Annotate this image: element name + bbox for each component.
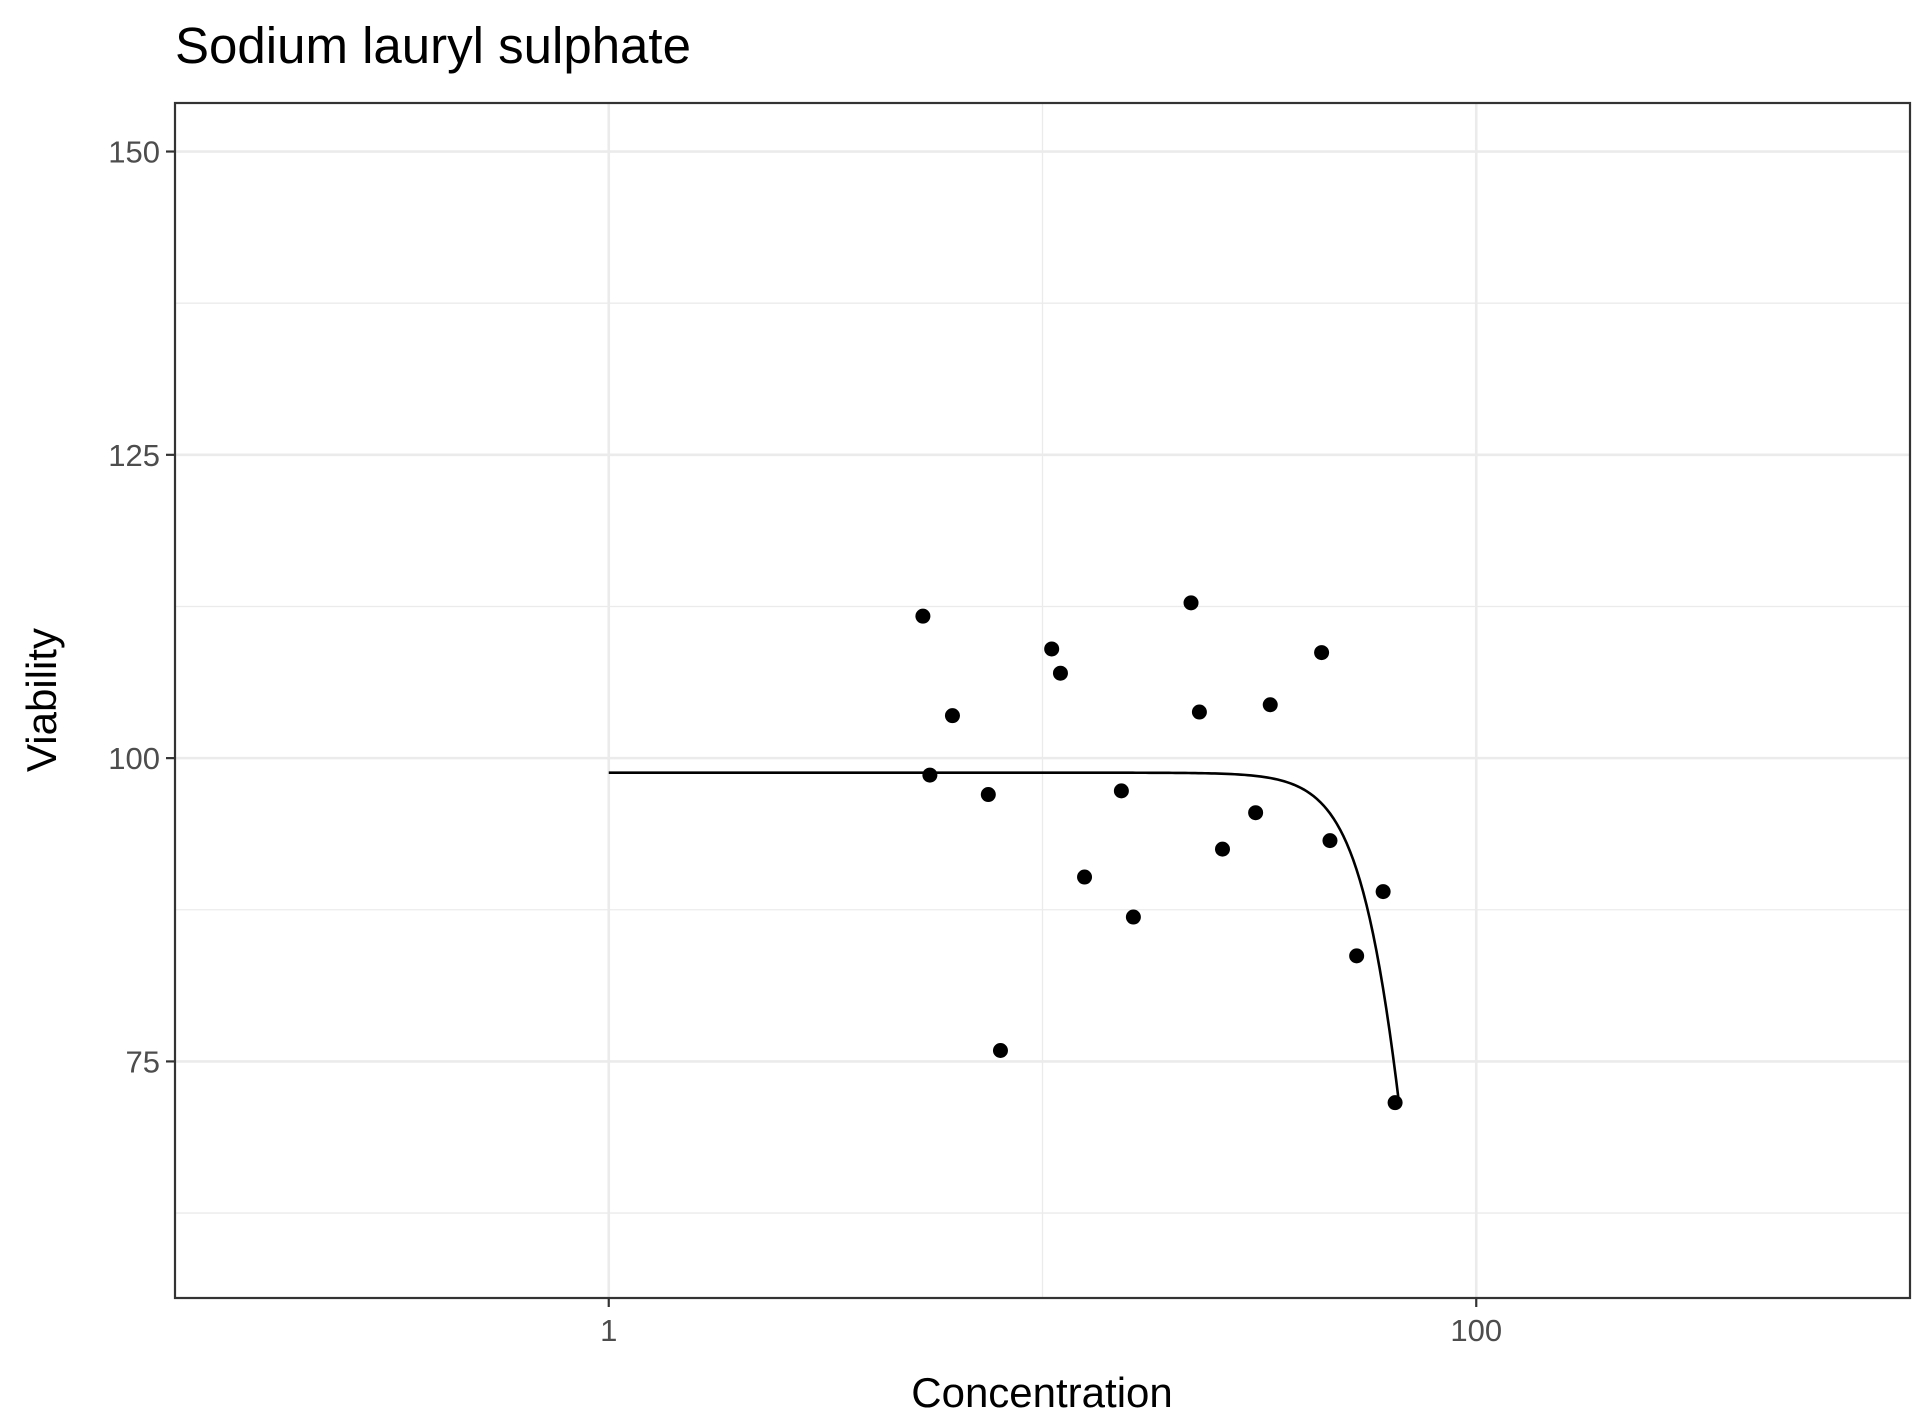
data-point bbox=[1125, 909, 1141, 925]
data-point bbox=[1183, 595, 1199, 611]
data-point bbox=[1322, 833, 1338, 849]
data-point bbox=[1214, 841, 1230, 857]
data-point bbox=[1387, 1095, 1403, 1111]
data-point bbox=[1314, 645, 1330, 661]
data-point bbox=[922, 767, 938, 783]
fitted-curve bbox=[608, 771, 1401, 1107]
data-point bbox=[944, 708, 960, 724]
data-point bbox=[915, 608, 931, 624]
x-tick-label: 100 bbox=[1450, 1313, 1502, 1348]
data-point bbox=[1262, 697, 1278, 713]
plot-panel-border bbox=[173, 101, 1912, 1300]
y-tick-label: 100 bbox=[108, 741, 160, 776]
data-point bbox=[1077, 869, 1093, 885]
data-points bbox=[915, 595, 1403, 1111]
y-tick-label: 75 bbox=[126, 1044, 160, 1079]
data-point bbox=[1375, 884, 1391, 900]
x-axis-title: Concentration bbox=[911, 1369, 1173, 1416]
data-point bbox=[1113, 783, 1129, 799]
data-point bbox=[1191, 704, 1207, 720]
data-point bbox=[1052, 665, 1068, 681]
data-point bbox=[1349, 948, 1365, 964]
fit-curve-layer bbox=[608, 771, 1401, 1107]
x-axis: 1 100 bbox=[600, 1298, 1502, 1348]
y-axis: 75 100 125 150 bbox=[108, 135, 175, 1079]
y-tick-label: 125 bbox=[108, 438, 160, 473]
x-tick-label: 1 bbox=[600, 1313, 617, 1348]
chart-title: Sodium lauryl sulphate bbox=[175, 17, 691, 74]
data-point bbox=[1248, 805, 1264, 821]
y-tick-label: 150 bbox=[108, 135, 160, 170]
data-point bbox=[1044, 641, 1060, 657]
major-gridlines bbox=[175, 103, 1910, 1298]
data-point bbox=[992, 1043, 1008, 1059]
y-axis-title: Viability bbox=[18, 628, 65, 772]
data-point bbox=[980, 787, 996, 803]
